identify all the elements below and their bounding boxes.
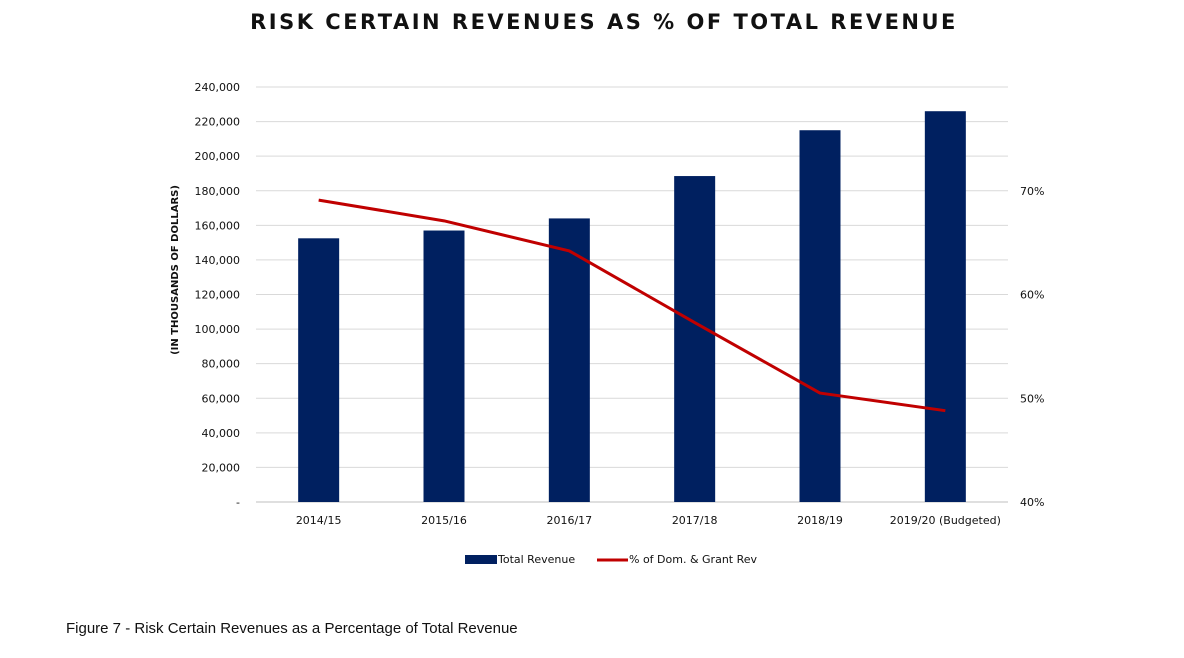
- x-tick-label: 2019/20 (Budgeted): [890, 514, 1001, 527]
- bar-total-revenue: [799, 130, 841, 502]
- y2-tick-label: 50%: [1020, 392, 1044, 405]
- legend: Total Revenue % of Dom. & Grant Rev: [465, 553, 758, 566]
- legend-swatch-total-revenue: [465, 555, 497, 564]
- bar-total-revenue: [924, 111, 966, 502]
- x-tick-label: 2015/16: [421, 514, 467, 527]
- bar-total-revenue: [548, 218, 590, 502]
- y-tick-label: 220,000: [195, 116, 241, 129]
- x-tick-label: 2017/18: [672, 514, 718, 527]
- series-line-percent: [318, 198, 946, 413]
- bar-total-revenue: [298, 238, 340, 503]
- gridlines: [256, 86, 1008, 503]
- x-tick-label: 2018/19: [797, 514, 843, 527]
- bar-total-revenue: [423, 230, 465, 503]
- y2-tick-label: 70%: [1020, 185, 1044, 198]
- x-axis-ticks: 2014/15 2015/16 2016/17 2017/18 2018/19 2019/…: [296, 514, 1001, 527]
- right-axis-ticks: 40% 50% 60% 70%: [1020, 185, 1044, 509]
- chart-title: RISK CERTAIN REVENUES AS % OF TOTAL REVE…: [250, 10, 958, 34]
- x-tick-label: 2014/15: [296, 514, 342, 527]
- y-tick-label: 40,000: [202, 427, 241, 440]
- y-tick-label: 200,000: [195, 150, 241, 163]
- left-axis-ticks: - 20,000 40,000 60,000 80,000 100,000 120,000 1…: [195, 81, 241, 509]
- legend-label-total-revenue: Total Revenue: [497, 553, 575, 566]
- y2-tick-label: 60%: [1020, 289, 1044, 302]
- y-tick-label: 80,000: [202, 358, 241, 371]
- y-tick-label: -: [236, 496, 240, 509]
- bar-total-revenue: [674, 176, 716, 503]
- y-tick-label: 100,000: [195, 323, 241, 336]
- x-tick-label: 2016/17: [546, 514, 592, 527]
- percent-line: [318, 198, 946, 413]
- y-tick-label: 140,000: [195, 254, 241, 267]
- y-axis-label: (IN THOUSANDS OF DOLLARS): [170, 185, 181, 355]
- figure-caption: Figure 7 - Risk Certain Revenues as a Pe…: [66, 620, 518, 637]
- y-tick-label: 180,000: [195, 185, 241, 198]
- bars: [298, 111, 966, 503]
- y2-tick-label: 40%: [1020, 496, 1044, 509]
- y-tick-label: 160,000: [195, 219, 241, 232]
- legend-label-percent: % of Dom. & Grant Rev: [629, 553, 758, 566]
- y-tick-label: 240,000: [195, 81, 241, 94]
- y-tick-label: 20,000: [202, 461, 241, 474]
- y-tick-label: 60,000: [202, 392, 241, 405]
- y-tick-label: 120,000: [195, 289, 241, 302]
